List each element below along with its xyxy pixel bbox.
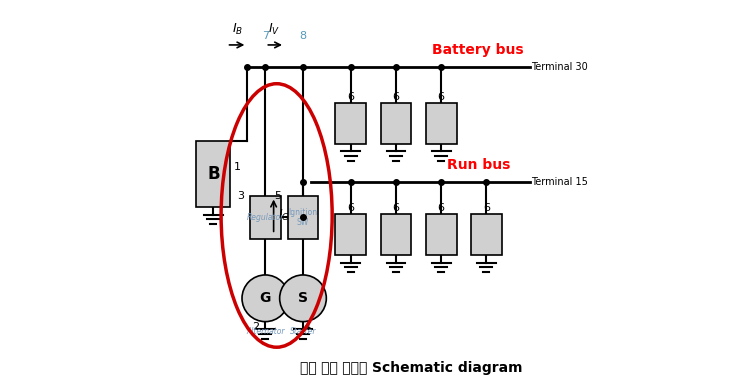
Text: 8: 8 — [299, 31, 307, 41]
Text: 3: 3 — [237, 191, 244, 201]
FancyBboxPatch shape — [196, 141, 230, 207]
Text: Terminal 30: Terminal 30 — [531, 62, 588, 72]
Text: 6: 6 — [483, 203, 490, 213]
Text: Starter: Starter — [290, 327, 317, 335]
FancyBboxPatch shape — [471, 214, 502, 255]
FancyBboxPatch shape — [380, 214, 412, 255]
Text: 6: 6 — [438, 92, 444, 102]
Text: 6: 6 — [392, 203, 400, 213]
Text: 1: 1 — [234, 162, 241, 172]
Text: B: B — [207, 165, 220, 183]
Text: 7: 7 — [262, 31, 269, 41]
FancyBboxPatch shape — [380, 102, 412, 144]
Text: 6: 6 — [392, 92, 400, 102]
Text: 6: 6 — [347, 203, 354, 213]
Text: Ignition
SW: Ignition SW — [288, 208, 317, 227]
Circle shape — [242, 275, 289, 322]
Text: 차량 전기 장치의: 차량 전기 장치의 — [299, 361, 372, 375]
Text: Schematic diagram: Schematic diagram — [372, 361, 522, 375]
Text: 4: 4 — [303, 322, 311, 332]
Text: Battery bus: Battery bus — [432, 43, 523, 57]
Text: Run bus: Run bus — [447, 158, 510, 172]
Text: 6: 6 — [438, 203, 444, 213]
Text: S: S — [298, 291, 308, 305]
Text: $I_B$: $I_B$ — [232, 21, 243, 37]
Text: 6: 6 — [347, 92, 354, 102]
Text: $I_G$: $I_G$ — [278, 208, 291, 223]
Text: 5: 5 — [275, 191, 282, 201]
FancyBboxPatch shape — [426, 102, 457, 144]
Text: G: G — [259, 291, 271, 305]
Circle shape — [279, 275, 326, 322]
FancyBboxPatch shape — [335, 102, 366, 144]
Text: Regulator: Regulator — [247, 213, 284, 222]
Text: Alternator: Alternator — [246, 327, 285, 335]
FancyBboxPatch shape — [250, 196, 281, 239]
FancyBboxPatch shape — [288, 196, 319, 239]
Text: Terminal 15: Terminal 15 — [531, 176, 588, 186]
Text: $I_V$: $I_V$ — [268, 21, 280, 37]
Text: 2: 2 — [253, 322, 259, 332]
FancyBboxPatch shape — [426, 214, 457, 255]
FancyBboxPatch shape — [335, 214, 366, 255]
